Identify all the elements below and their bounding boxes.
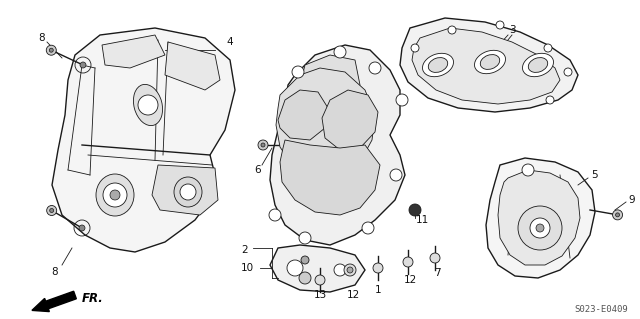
Circle shape: [79, 225, 85, 231]
Polygon shape: [400, 18, 578, 112]
Text: S023-E0409: S023-E0409: [574, 306, 628, 315]
Circle shape: [315, 275, 325, 285]
FancyArrow shape: [32, 291, 76, 312]
Circle shape: [299, 272, 311, 284]
Text: 8: 8: [52, 267, 58, 277]
Text: 4: 4: [227, 37, 234, 47]
Circle shape: [564, 68, 572, 76]
Polygon shape: [165, 42, 220, 90]
Circle shape: [612, 210, 623, 220]
Circle shape: [258, 140, 268, 150]
Ellipse shape: [522, 53, 554, 77]
Polygon shape: [300, 55, 360, 100]
Circle shape: [299, 232, 311, 244]
Circle shape: [261, 143, 265, 147]
Ellipse shape: [422, 53, 454, 77]
Polygon shape: [498, 170, 580, 265]
Circle shape: [287, 260, 303, 276]
Ellipse shape: [133, 85, 163, 126]
Circle shape: [544, 44, 552, 52]
Polygon shape: [280, 140, 380, 215]
Text: 7: 7: [434, 268, 440, 278]
Circle shape: [47, 205, 57, 216]
Ellipse shape: [96, 174, 134, 216]
Text: 2: 2: [242, 245, 248, 255]
Circle shape: [138, 95, 158, 115]
Circle shape: [403, 257, 413, 267]
Circle shape: [49, 48, 53, 52]
Circle shape: [334, 46, 346, 58]
Polygon shape: [102, 35, 165, 68]
Circle shape: [546, 96, 554, 104]
Text: 13: 13: [314, 290, 326, 300]
Text: 3: 3: [509, 25, 515, 35]
Circle shape: [616, 213, 620, 217]
Circle shape: [430, 253, 440, 263]
Text: 9: 9: [628, 195, 636, 205]
Circle shape: [530, 218, 550, 238]
Circle shape: [334, 264, 346, 276]
Ellipse shape: [528, 58, 548, 72]
Circle shape: [362, 222, 374, 234]
Circle shape: [46, 45, 56, 55]
Ellipse shape: [480, 55, 500, 70]
Circle shape: [180, 184, 196, 200]
Polygon shape: [276, 68, 375, 178]
Polygon shape: [270, 245, 365, 292]
Polygon shape: [152, 165, 218, 215]
Circle shape: [396, 94, 408, 106]
Polygon shape: [52, 28, 235, 252]
Polygon shape: [322, 90, 378, 150]
Text: 6: 6: [255, 165, 261, 175]
Circle shape: [373, 263, 383, 273]
Circle shape: [411, 44, 419, 52]
Circle shape: [518, 206, 562, 250]
Circle shape: [347, 267, 353, 273]
Text: 5: 5: [592, 170, 598, 180]
Text: 1: 1: [374, 285, 381, 295]
Circle shape: [269, 209, 281, 221]
Text: 12: 12: [403, 275, 417, 285]
Ellipse shape: [174, 177, 202, 207]
Circle shape: [80, 62, 86, 68]
Text: 10: 10: [241, 263, 253, 273]
Ellipse shape: [428, 58, 448, 72]
Circle shape: [369, 62, 381, 74]
Circle shape: [292, 66, 304, 78]
Circle shape: [390, 169, 402, 181]
Polygon shape: [412, 28, 560, 104]
Text: 11: 11: [415, 215, 429, 225]
Circle shape: [301, 256, 309, 264]
Circle shape: [536, 224, 544, 232]
Text: 12: 12: [346, 290, 360, 300]
Circle shape: [50, 209, 54, 212]
Ellipse shape: [474, 50, 506, 74]
Circle shape: [496, 21, 504, 29]
Polygon shape: [486, 158, 595, 278]
Circle shape: [103, 183, 127, 207]
Circle shape: [110, 190, 120, 200]
Polygon shape: [278, 90, 328, 140]
Circle shape: [448, 26, 456, 34]
Circle shape: [409, 204, 421, 216]
Text: FR.: FR.: [82, 292, 104, 305]
Circle shape: [344, 264, 356, 276]
Polygon shape: [270, 45, 405, 245]
Circle shape: [522, 164, 534, 176]
Text: 8: 8: [38, 33, 45, 43]
